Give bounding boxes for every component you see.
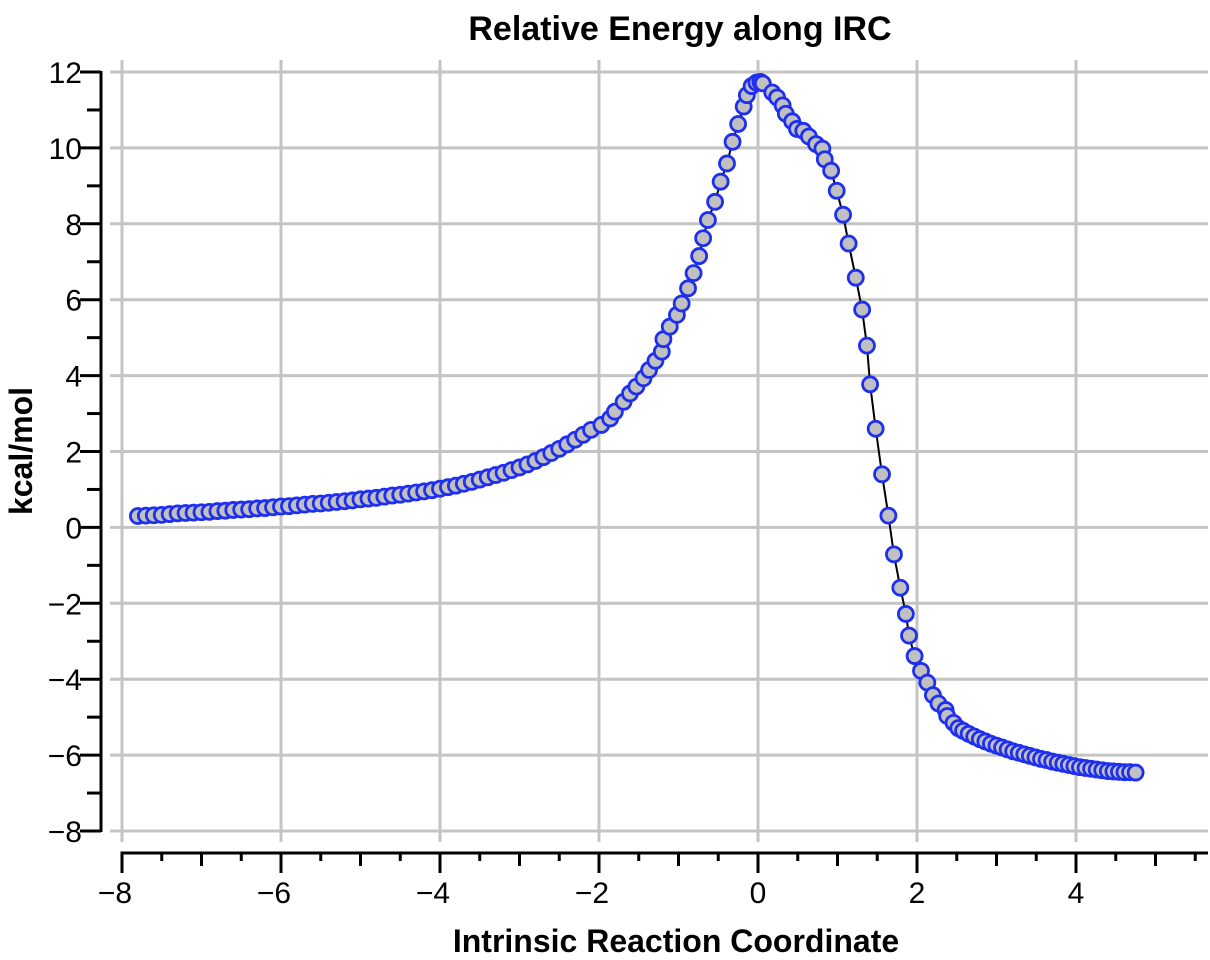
data-point [822,161,841,180]
x-tick-label: −8 [98,877,132,910]
axes: −8 −6 −4 −2 0 2 4 6 8 10 12 −8 −6 −4 −2 0 2 4 [48,57,1208,910]
data-point [672,294,691,313]
data-point [846,268,865,287]
x-tick-label: −6 [257,877,291,910]
data-point [873,465,891,484]
data-point [905,647,924,665]
y-tick-label: 2 [65,437,82,470]
x-tick-label: 4 [1068,877,1085,910]
y-tick-label: 12 [49,57,82,90]
y-tick-label: −4 [48,664,82,697]
data-point [879,506,898,525]
x-tick-label: −2 [575,877,609,910]
y-axis-label: kcal/mol [3,387,39,515]
data-point [866,419,885,438]
y-tick-label: −8 [48,816,82,849]
y-tick-label: 0 [65,512,82,545]
y-tick-label: 8 [65,209,82,242]
data-point [679,279,697,298]
data-point [900,626,918,645]
chart-title: Relative Energy along IRC [468,10,891,48]
plot-area [128,72,1145,782]
data-point [827,181,846,200]
data-point [885,545,903,564]
data-point [858,336,876,355]
y-tick-label: 4 [65,361,82,394]
data-point [834,205,852,224]
data-point [706,192,724,211]
y-tick-label: −6 [48,740,82,773]
data-point [839,234,858,253]
x-tick-label: −4 [416,877,450,910]
data-point [729,115,748,133]
data-point [718,154,736,173]
data-point [684,264,703,283]
y-tick-label: 6 [65,285,82,318]
data-point [1126,763,1145,782]
x-tick-label: 0 [750,877,767,910]
data-point [896,605,915,623]
x-axis-label: Intrinsic Reaction Coordinate [453,923,899,959]
data-point [723,132,742,151]
data-point [694,229,713,248]
series-line [137,80,1136,774]
y-tick-label: 10 [49,133,82,166]
x-tick-label: 2 [909,877,926,910]
data-point [853,300,872,319]
data-point [699,211,717,229]
data-point [711,172,730,191]
data-point [861,375,879,394]
data-point [690,247,709,265]
grid [110,60,1208,842]
y-tick-label: −2 [48,588,82,621]
data-point [891,578,910,597]
